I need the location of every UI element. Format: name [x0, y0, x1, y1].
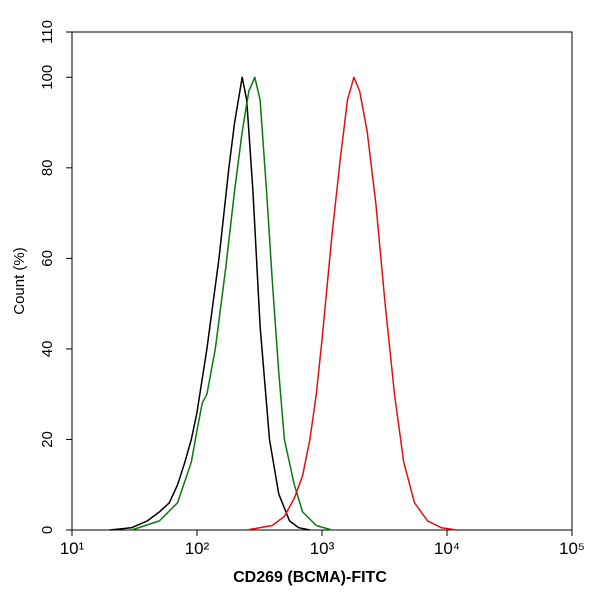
histogram-line: [109, 76, 311, 531]
y-tick-label: 20: [39, 431, 56, 448]
plot-frame: [71, 31, 573, 531]
x-tick-label: 10⁵: [559, 539, 585, 558]
x-tick-label: 10³: [310, 539, 335, 558]
histogram-line: [246, 76, 458, 531]
y-tick-label: 110: [39, 20, 56, 44]
y-tick-label: 60: [39, 250, 56, 267]
x-tick-label: 10²: [185, 539, 210, 558]
y-axis-label: Count (%): [11, 247, 28, 315]
x-axis-label: CD269 (BCMA)-FITC: [233, 569, 387, 586]
y-tick-label: 80: [39, 159, 56, 176]
x-tick-label: 10⁴: [434, 539, 460, 558]
y-tick-label: 40: [39, 341, 56, 358]
x-tick-label: 10¹: [60, 539, 85, 558]
y-tick-label: 0: [39, 526, 56, 534]
y-tick-label: 100: [39, 65, 56, 90]
histogram-line: [131, 76, 333, 531]
